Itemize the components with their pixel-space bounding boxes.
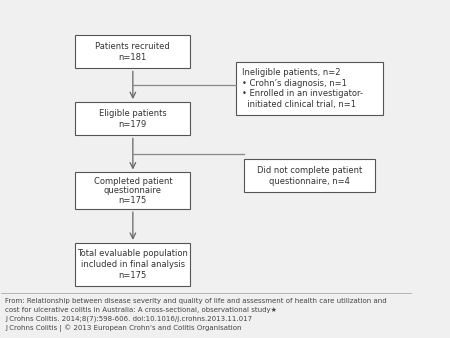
Text: • Enrolled in an investigator-: • Enrolled in an investigator-: [242, 90, 363, 98]
Text: cost for ulcerative colitis in Australia: A cross-sectional, observational study: cost for ulcerative colitis in Australia…: [5, 307, 277, 313]
Text: n=175: n=175: [119, 195, 147, 204]
Text: Ineligible patients, n=2: Ineligible patients, n=2: [242, 68, 340, 77]
Text: J Crohns Colitis. 2014;8(7):598-606. doi:10.1016/j.crohns.2013.11.017: J Crohns Colitis. 2014;8(7):598-606. doi…: [5, 315, 252, 322]
Text: n=181: n=181: [119, 53, 147, 62]
Text: n=175: n=175: [119, 271, 147, 280]
Text: Completed patient: Completed patient: [94, 177, 172, 186]
FancyBboxPatch shape: [75, 102, 190, 136]
FancyBboxPatch shape: [75, 243, 190, 286]
Text: Total evaluable population: Total evaluable population: [77, 249, 188, 258]
Text: Patients recruited: Patients recruited: [95, 42, 170, 51]
Text: Eligible patients: Eligible patients: [99, 108, 167, 118]
Text: • Crohn’s diagnosis, n=1: • Crohn’s diagnosis, n=1: [242, 79, 346, 88]
Text: questionnaire: questionnaire: [104, 186, 162, 195]
Text: questionnaire, n=4: questionnaire, n=4: [269, 177, 350, 186]
Text: initiated clinical trial, n=1: initiated clinical trial, n=1: [242, 100, 356, 109]
FancyBboxPatch shape: [236, 62, 383, 115]
FancyBboxPatch shape: [75, 35, 190, 68]
Text: From: Relationship between disease severity and quality of life and assessment o: From: Relationship between disease sever…: [5, 298, 387, 304]
Text: J Crohns Colitis | © 2013 European Crohn’s and Colitis Organisation: J Crohns Colitis | © 2013 European Crohn…: [5, 324, 242, 332]
Text: included in final analysis: included in final analysis: [81, 260, 185, 269]
Text: Did not complete patient: Did not complete patient: [257, 166, 362, 175]
Text: n=179: n=179: [119, 120, 147, 129]
FancyBboxPatch shape: [75, 172, 190, 209]
FancyBboxPatch shape: [244, 159, 375, 192]
